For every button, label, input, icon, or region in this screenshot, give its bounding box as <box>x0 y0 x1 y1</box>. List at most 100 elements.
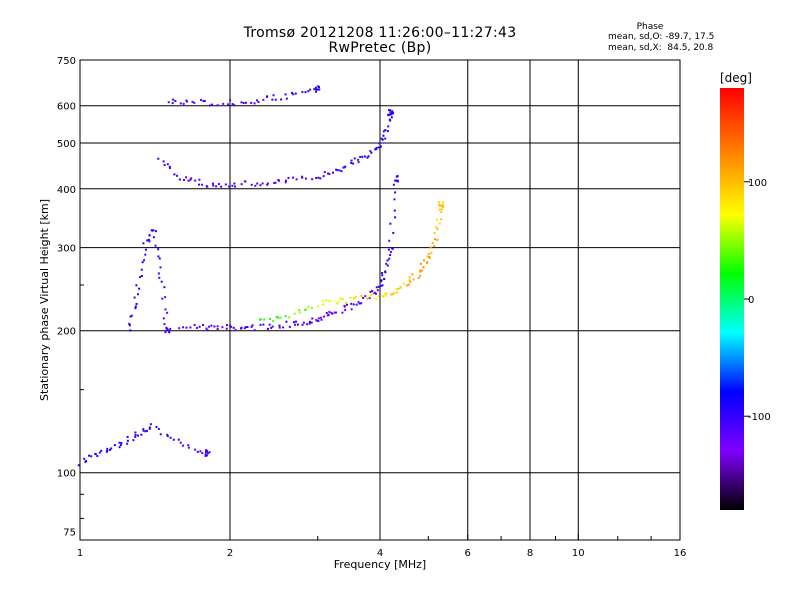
data-point <box>263 318 266 321</box>
data-point <box>233 104 236 107</box>
data-point <box>147 238 150 241</box>
data-point <box>148 427 151 430</box>
data-point <box>166 163 169 166</box>
data-point <box>343 166 346 169</box>
data-point <box>338 297 341 300</box>
data-point <box>259 318 262 321</box>
x-tick-label: 6 <box>465 548 471 559</box>
data-point <box>242 102 245 105</box>
data-point <box>278 326 281 329</box>
data-point <box>407 283 410 286</box>
data-point <box>336 302 339 305</box>
data-point <box>301 323 304 326</box>
data-point <box>134 431 137 434</box>
data-point <box>357 301 360 304</box>
data-point <box>203 99 206 102</box>
data-point <box>368 295 371 298</box>
data-point <box>189 326 192 329</box>
data-point <box>397 287 400 290</box>
data-point <box>302 321 305 324</box>
data-point <box>259 184 262 187</box>
data-point <box>366 156 369 159</box>
data-point <box>206 329 209 332</box>
data-point <box>420 269 423 272</box>
data-point <box>273 182 276 185</box>
data-point <box>387 248 390 251</box>
data-point <box>167 101 170 104</box>
data-point <box>259 323 262 326</box>
data-point <box>287 176 290 179</box>
data-point <box>222 102 225 105</box>
data-point <box>387 114 390 117</box>
data-point <box>441 205 444 208</box>
data-point <box>393 209 396 212</box>
data-point <box>271 98 274 101</box>
x-tick-label: 16 <box>674 548 687 559</box>
data-point <box>374 292 377 295</box>
data-point <box>166 433 169 436</box>
data-point <box>272 320 275 323</box>
data-point <box>322 175 325 178</box>
data-point <box>172 438 175 441</box>
data-point <box>277 316 280 319</box>
colorbar-tick-label: 0 <box>748 295 754 306</box>
chart-subtitle: RwPretec (Bp) <box>328 40 432 56</box>
data-point <box>172 98 175 101</box>
data-point <box>331 312 334 315</box>
data-point <box>133 296 136 299</box>
data-point <box>98 451 101 454</box>
chart-title: Tromsø 20121208 11:26:00–11:27:43 <box>243 25 517 41</box>
data-point <box>290 91 293 94</box>
data-point <box>225 324 228 327</box>
data-point <box>313 88 316 91</box>
data-point <box>165 329 168 332</box>
data-point <box>179 102 182 105</box>
data-point <box>386 264 389 267</box>
data-point <box>392 183 395 186</box>
data-point <box>277 179 280 182</box>
data-point <box>332 171 335 174</box>
data-point <box>85 460 88 463</box>
data-point <box>108 448 111 451</box>
data-point <box>369 290 372 293</box>
data-point <box>395 288 398 291</box>
phase-stats-x: mean, sd,X: 84.5, 20.8 <box>608 43 714 53</box>
data-point <box>96 455 99 458</box>
data-point <box>278 324 281 327</box>
data-point <box>381 274 384 277</box>
data-point <box>328 310 331 313</box>
data-point <box>145 429 148 432</box>
data-point <box>138 287 141 290</box>
data-point <box>216 325 219 328</box>
data-point <box>210 324 213 327</box>
data-point <box>306 323 309 326</box>
data-point <box>341 311 344 314</box>
data-point <box>391 110 394 113</box>
data-point <box>375 146 378 149</box>
data-point <box>120 442 123 445</box>
data-point <box>371 292 374 295</box>
data-point <box>411 273 414 276</box>
data-point <box>379 284 382 287</box>
data-point <box>266 95 269 98</box>
data-point <box>152 229 155 232</box>
data-point <box>141 261 144 264</box>
data-point <box>195 326 198 329</box>
data-point <box>370 151 373 154</box>
data-point <box>440 211 443 214</box>
data-point <box>293 323 296 326</box>
data-point <box>155 425 158 428</box>
data-point <box>298 309 301 312</box>
data-point <box>384 129 387 132</box>
data-point <box>408 276 411 279</box>
data-point <box>225 327 228 330</box>
data-point <box>433 232 436 235</box>
data-point <box>113 444 116 447</box>
data-point <box>191 100 194 103</box>
data-point <box>157 272 160 275</box>
y-tick-label: 200 <box>57 327 76 338</box>
data-point <box>233 182 236 185</box>
y-tick-label: 600 <box>57 102 76 113</box>
y-tick-label: 100 <box>57 469 76 480</box>
data-point <box>272 94 275 97</box>
